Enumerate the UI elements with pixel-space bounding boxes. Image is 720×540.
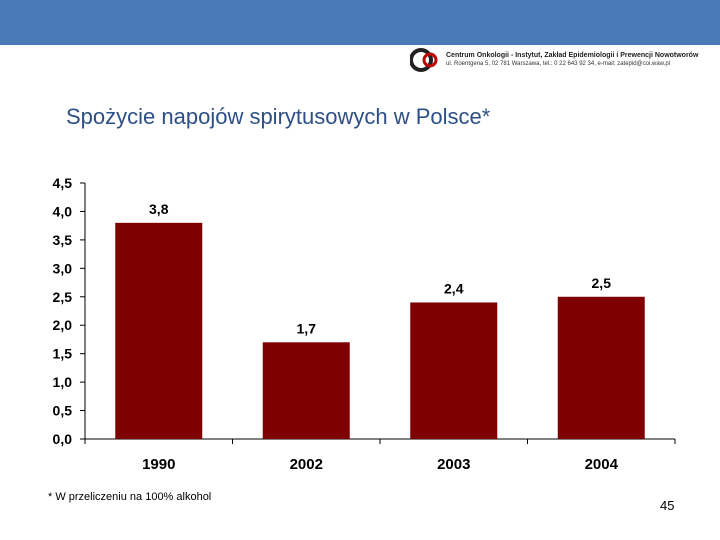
page-number: 45 bbox=[660, 498, 675, 513]
y-tick-label: 2,5 bbox=[53, 289, 73, 305]
x-tick-label: 2004 bbox=[585, 456, 619, 473]
data-label: 3,8 bbox=[149, 201, 169, 217]
y-tick-label: 1,0 bbox=[53, 374, 73, 390]
y-tick-label: 4,0 bbox=[53, 203, 73, 219]
data-label: 2,4 bbox=[444, 280, 464, 296]
y-tick-label: 4,5 bbox=[53, 175, 73, 191]
org-name: Centrum Onkologii - Instytut, Zakład Epi… bbox=[446, 52, 699, 59]
bar bbox=[115, 222, 203, 439]
bar bbox=[557, 296, 645, 439]
institute-logo-icon bbox=[410, 48, 438, 72]
org-header: Centrum Onkologii - Instytut, Zakład Epi… bbox=[410, 46, 710, 74]
bar bbox=[262, 342, 350, 439]
data-label: 1,7 bbox=[297, 320, 317, 336]
data-label: 2,5 bbox=[592, 275, 612, 291]
org-address: ul. Roentgena 5, 02 781 Warszawa, tel.: … bbox=[446, 61, 670, 67]
slide-title: Spożycie napojów spirytusowych w Polsce* bbox=[66, 104, 491, 129]
y-tick-label: 0,0 bbox=[53, 431, 73, 447]
y-tick-label: 3,5 bbox=[53, 232, 73, 248]
x-tick-label: 1990 bbox=[142, 456, 175, 473]
y-tick-label: 1,5 bbox=[53, 346, 73, 362]
y-tick-label: 2,0 bbox=[53, 317, 73, 333]
footnote: * W przeliczeniu na 100% alkohol bbox=[48, 491, 212, 503]
y-tick-label: 3,0 bbox=[53, 260, 73, 276]
x-tick-label: 2003 bbox=[437, 456, 470, 473]
x-tick-label: 2002 bbox=[290, 456, 323, 473]
y-tick-label: 0,5 bbox=[53, 403, 73, 419]
header-band bbox=[0, 0, 720, 45]
bar bbox=[410, 302, 498, 439]
